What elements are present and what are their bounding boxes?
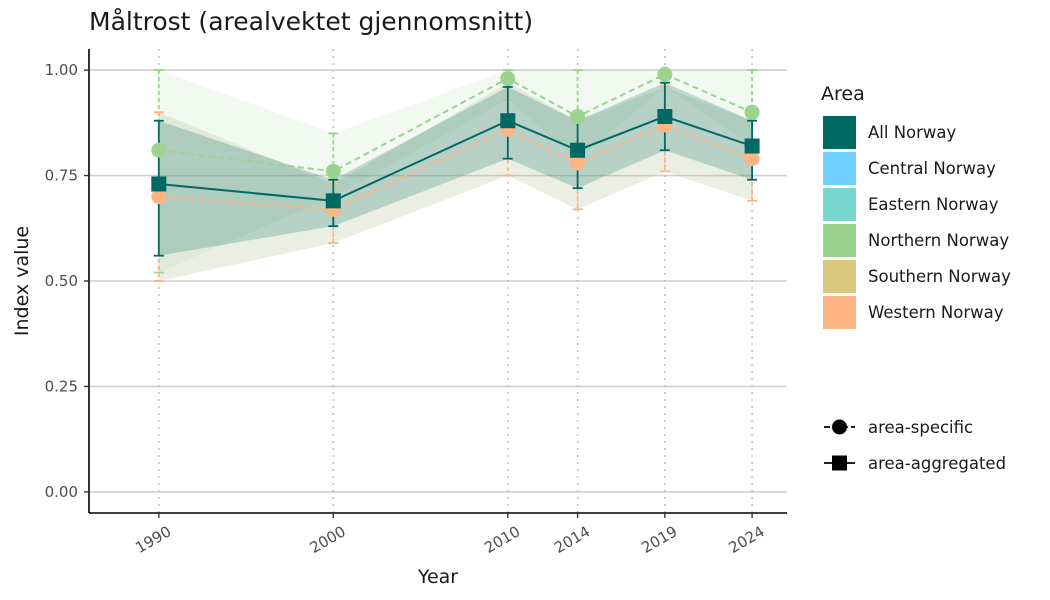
y-tick-label: 0.00 xyxy=(45,483,78,501)
error-bars xyxy=(153,69,758,282)
y-tick-label: 0.25 xyxy=(45,377,78,395)
confidence-bands xyxy=(158,70,753,281)
series-points xyxy=(151,66,760,217)
legend-label: Northern Norway xyxy=(868,231,1009,250)
legend-circle-marker xyxy=(832,419,847,435)
legend-shape-label: area-aggregated xyxy=(868,454,1006,473)
data-point xyxy=(500,113,516,129)
y-axis-label: Index value xyxy=(11,226,33,336)
legend-areas: All Norway Central Norway Eastern Norway No… xyxy=(823,116,1011,329)
data-point xyxy=(325,163,341,179)
band-western-norway xyxy=(158,82,753,281)
legend-swatch xyxy=(823,188,856,221)
data-point xyxy=(500,71,516,87)
chart-title: Måltrost (arealvektet gjennomsnitt) xyxy=(89,7,533,36)
data-point xyxy=(151,176,167,192)
y-tick-label: 0.50 xyxy=(45,272,78,290)
data-point xyxy=(744,138,760,154)
y-tick-label: 0.75 xyxy=(45,167,78,185)
x-tick-label: 2024 xyxy=(726,522,768,557)
legend-shapes: area-specific area-aggregated xyxy=(824,418,1006,473)
legend-swatch xyxy=(823,224,856,257)
data-point xyxy=(744,104,760,120)
band-northern-norway xyxy=(158,70,753,273)
legend-swatch xyxy=(823,116,856,149)
legend-label: Southern Norway xyxy=(868,267,1011,286)
data-point xyxy=(151,189,167,205)
legend-label: Western Norway xyxy=(868,303,1004,322)
x-tick-label: 2014 xyxy=(551,522,593,557)
line-northern-norway xyxy=(158,73,753,173)
x-axis-label: Year xyxy=(417,566,458,588)
legend-label: Central Norway xyxy=(868,159,996,178)
x-tick-label: 2019 xyxy=(638,522,680,557)
legend-swatch xyxy=(823,296,856,329)
y-tick-label: 1.00 xyxy=(45,61,78,79)
legend-shape-label: area-specific xyxy=(868,418,973,437)
legend-title: Area xyxy=(821,83,865,105)
line-all-norway xyxy=(158,115,753,202)
legend: Area All Norway Central Norway Eastern Nor… xyxy=(821,83,1011,473)
legend-swatch xyxy=(823,152,856,185)
data-point xyxy=(657,66,673,82)
data-point xyxy=(570,155,586,171)
legend-square-marker xyxy=(832,455,847,471)
x-axis-ticks: 1990 2000 2010 2014 2019 2024 xyxy=(132,513,768,557)
x-tick-label: 2010 xyxy=(481,522,523,557)
line-western-norway xyxy=(158,123,753,211)
data-point xyxy=(657,108,673,124)
legend-label: All Norway xyxy=(868,123,957,142)
data-point xyxy=(151,142,167,158)
data-point xyxy=(325,193,341,209)
data-point xyxy=(570,142,586,158)
series-lines xyxy=(158,73,753,211)
data-point xyxy=(570,108,586,124)
x-tick-label: 2000 xyxy=(307,522,349,557)
legend-swatch xyxy=(823,260,856,293)
y-axis-ticks: 0.00 0.25 0.50 0.75 1.00 xyxy=(45,61,89,501)
legend-label: Eastern Norway xyxy=(868,195,999,214)
data-point xyxy=(744,151,760,167)
x-tick-label: 1990 xyxy=(132,522,174,557)
band-all-norway xyxy=(158,82,753,256)
